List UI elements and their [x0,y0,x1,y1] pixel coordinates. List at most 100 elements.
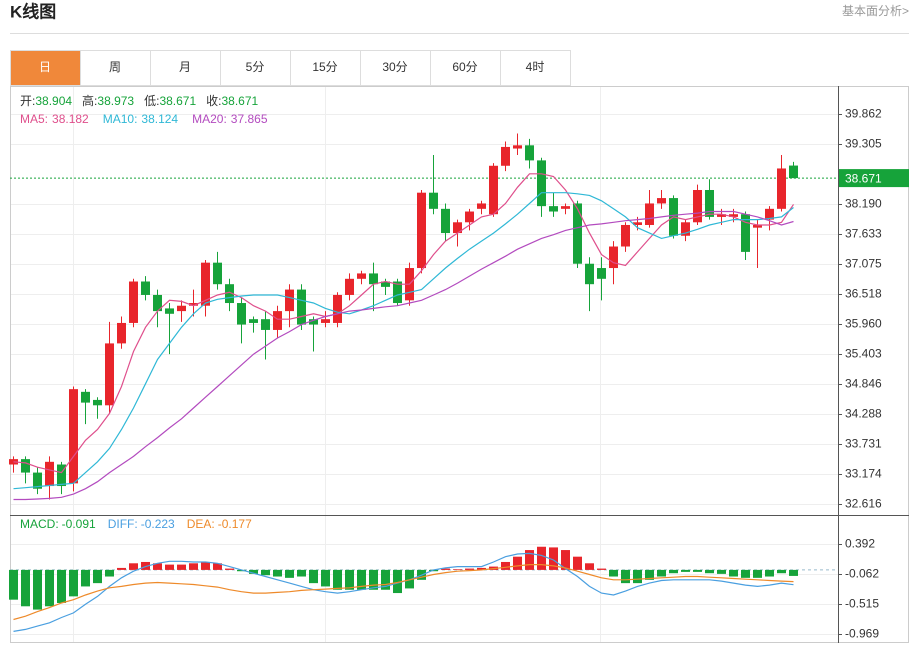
tab-label[interactable]: 15分 [312,60,337,74]
candle-body [273,311,282,330]
ma-value: 38.124 [141,112,178,126]
macd-bar [393,569,402,594]
ohlc-label: 收: [206,94,221,108]
tab[interactable] [360,50,431,86]
macd-bar [21,569,30,607]
candle-body [765,208,774,220]
macd-bar [201,561,210,570]
y-tick-label: -0.062 [845,567,879,581]
macd-bar [81,569,90,587]
candle-body [261,319,270,330]
tab[interactable] [10,50,81,86]
candle-body [309,319,318,325]
macd-bar [465,568,474,570]
macd-bar [105,569,114,577]
macd-name: MACD: [20,517,59,531]
macd-bar [729,569,738,577]
tab[interactable] [220,50,291,86]
tab-label[interactable]: 月 [179,60,191,74]
macd-bar [741,569,750,578]
macd-bar [657,569,666,577]
candle-body [117,322,126,344]
candle-body [429,192,438,209]
macd-bar [681,569,690,572]
tab-label[interactable]: 30分 [382,60,407,74]
tab-label[interactable]: 日 [39,60,51,74]
tab-label[interactable]: 5分 [246,60,265,74]
fundamental-link[interactable]: 基本面分析> [842,4,909,18]
candle-body [345,278,354,295]
candle-body [165,308,174,314]
y-tick-label: 35.960 [845,317,882,331]
candle-body [537,160,546,207]
macd-bar [549,547,558,570]
candle-body [573,203,582,264]
y-tick-label: 39.305 [845,137,882,151]
macd-bar [357,569,366,590]
candle-body [657,198,666,204]
candle-body [57,464,66,487]
candle-body [777,168,786,209]
macd-bar [789,569,798,576]
macd-bar [645,569,654,580]
macd-bar [225,568,234,570]
candle-body [213,262,222,285]
y-tick-label: -0.969 [845,627,879,641]
macd-line-value: -0.223 [141,517,175,531]
ma-name: MA10: [103,112,138,126]
candle-body [393,281,402,304]
candle-body [609,246,618,269]
macd-bar [525,550,534,570]
y-tick-label: 38.190 [845,197,882,211]
candle-body [693,189,702,223]
macd-bar [333,569,342,590]
candle-body [501,146,510,166]
macd-bar [585,563,594,570]
macd-bar [669,569,678,574]
macd-bar [309,569,318,584]
y-tick-label: 35.403 [845,347,882,361]
tab-label[interactable]: 60分 [452,60,477,74]
macd-bar [705,569,714,574]
macd-bar [501,561,510,570]
macd-bar [153,563,162,570]
indicator-line [13,173,794,474]
candle-body [465,211,474,223]
candle-body [549,206,558,212]
macd-bar [285,569,294,578]
macd-bar [609,569,618,577]
y-tick-label: 36.518 [845,287,882,301]
y-tick-label: 34.288 [845,407,882,421]
tab[interactable] [80,50,151,86]
macd-bar [441,568,450,570]
candle-body [525,145,534,161]
ma-value: 37.865 [231,112,268,126]
macd-bar [573,556,582,570]
macd-bar [717,569,726,574]
tab[interactable] [150,50,221,86]
ma-value: 38.182 [52,112,89,126]
candle-body [621,224,630,247]
tab-label[interactable]: 4时 [526,60,545,74]
macd-bar [453,569,462,570]
candle-body [105,343,114,406]
macd-bar [429,569,438,572]
macd-bar [297,569,306,577]
candle-body [585,263,594,285]
tab[interactable] [500,50,571,86]
macd-bar [753,569,762,578]
ohlc-value: 38.904 [35,94,72,108]
candle-body [513,145,522,149]
candle-body [201,262,210,306]
candle-body [369,273,378,285]
tab-label[interactable]: 周 [109,60,121,74]
macd-bar [33,569,42,610]
macd-bar [537,546,546,570]
candle-body [249,319,258,323]
macd-bar [237,569,246,572]
candle-body [705,189,714,217]
macd-bar [477,567,486,570]
last-price-label: 38.671 [845,171,882,185]
candle-body [633,222,642,225]
